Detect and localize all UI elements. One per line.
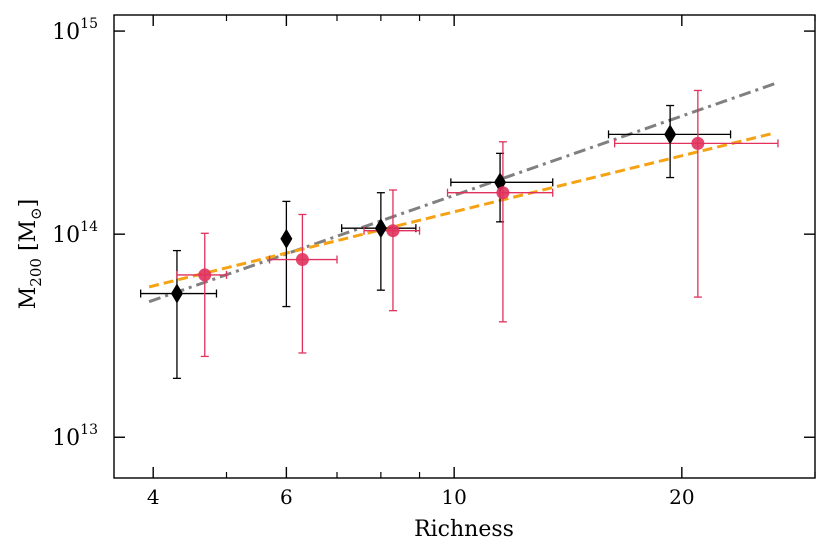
crimson-circle-5: [691, 136, 705, 150]
black-diamond-3: [374, 218, 387, 239]
x-axis-title: Richness: [414, 517, 514, 542]
crimson-circle-2: [295, 253, 309, 267]
y-tick-exponent: 13: [80, 422, 98, 438]
x-tick-label-20: 20: [669, 485, 694, 509]
fit-line-2: [148, 131, 775, 289]
y-title-unit-open: [M: [16, 220, 41, 258]
crimson-circle-errorbar-2: [268, 213, 338, 354]
y-tick-base: 10: [52, 223, 80, 248]
x-tick-label-6: 6: [280, 485, 293, 509]
black-diamond-5: [664, 124, 677, 145]
y-tick-base: 10: [52, 20, 80, 45]
crimson-circle-3: [386, 224, 400, 238]
y-tick-exponent: 15: [80, 16, 98, 32]
y-title-sub: 200: [27, 258, 45, 287]
y-tick-base: 10: [52, 426, 80, 451]
y-tick-exponent: 14: [80, 219, 98, 235]
x-tick-label-10: 10: [441, 485, 466, 509]
black-diamond-errorbar-2: [282, 200, 291, 308]
black-diamond-2: [280, 228, 293, 249]
y-axis-title: M200 [M⊙]: [16, 199, 45, 309]
crimson-circle-errorbar-1: [176, 232, 228, 358]
crimson-circle-4: [496, 186, 510, 200]
black-diamond-1: [170, 283, 183, 304]
axis-ticks: [114, 15, 816, 478]
black-diamond-errorbar-3: [341, 192, 417, 291]
data-markers: [170, 124, 705, 304]
crimson-circle-errorbar-3: [363, 189, 421, 312]
y-title-main: M: [16, 287, 41, 310]
x-tick-label-4: 4: [147, 485, 160, 509]
crimson-circle-errorbar-5: [613, 89, 779, 298]
y-title-unit-close: ]: [16, 199, 41, 208]
y-tick-label-15: 1015: [52, 16, 98, 45]
y-tick-label-14: 1014: [52, 219, 98, 248]
crimson-circle-1: [198, 268, 212, 282]
plot-frame: [113, 14, 816, 479]
error-bars: [139, 89, 779, 379]
y-tick-label-13: 1013: [52, 422, 98, 451]
x-tick-labels: 4 6 10 20: [147, 485, 695, 509]
y-title-unit-sub: ⊙: [27, 207, 45, 220]
